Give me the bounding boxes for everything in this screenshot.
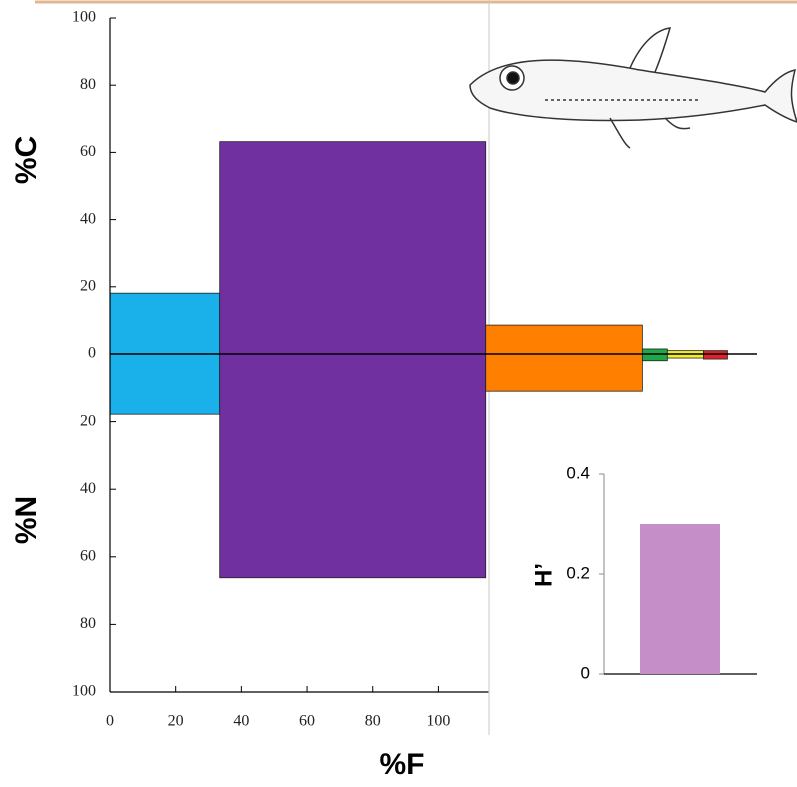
inset-bar — [640, 524, 720, 674]
y-tick-label: 40 — [80, 480, 96, 497]
lower-axis-label: %N — [10, 496, 43, 544]
inset-y-tick-label: 0.4 — [566, 463, 590, 482]
y-tick-label: 100 — [72, 9, 96, 26]
fish-illustration — [470, 28, 797, 148]
y-tick-label: 60 — [80, 547, 96, 564]
y-tick-label: 100 — [72, 683, 96, 700]
chart: %F %C %N H’ 0 20 40 60 80 100 20 40 60 80 100 0 20 40… — [0, 0, 797, 787]
bar-lower — [486, 354, 643, 391]
y-tick-label: 40 — [80, 210, 96, 227]
bar-lower — [220, 354, 486, 578]
y-tick-label: 20 — [80, 412, 96, 429]
inset-y-label: H’ — [530, 563, 557, 587]
x-tick-label: 100 — [426, 713, 450, 730]
y-tick-label: 20 — [80, 277, 96, 294]
bar-upper — [110, 293, 220, 354]
y-tick-label: 60 — [80, 143, 96, 160]
inset-y-tick-label: 0.2 — [566, 563, 590, 582]
y-tick-label: 0 — [88, 345, 96, 362]
bar-upper — [220, 142, 486, 354]
bar-lower — [642, 354, 667, 361]
y-tick-label: 80 — [80, 76, 96, 93]
upper-axis-label: %C — [10, 136, 43, 184]
x-tick-label: 0 — [106, 713, 114, 730]
bar-upper — [486, 325, 643, 354]
bar-upper — [642, 349, 667, 354]
x-tick-label: 80 — [365, 713, 381, 730]
x-tick-label: 20 — [168, 713, 184, 730]
bar-lower — [703, 354, 727, 359]
y-tick-label: 80 — [80, 615, 96, 632]
bar-lower — [110, 354, 220, 414]
x-tick-label: 40 — [233, 713, 249, 730]
x-axis-label: %F — [380, 748, 425, 781]
x-tick-label: 60 — [299, 713, 315, 730]
inset-y-tick-label: 0 — [581, 663, 590, 682]
